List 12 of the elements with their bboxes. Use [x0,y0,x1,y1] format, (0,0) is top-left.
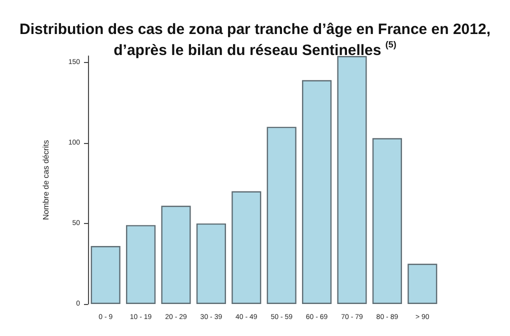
bar [266,126,296,304]
bar [372,138,402,304]
bar [232,191,262,304]
bar [408,264,438,304]
bar [337,56,367,304]
bar [90,246,120,304]
chart-title: Distribution des cas de zona par tranche d’âge en France en 2012, d’après le bilan du réseau Sentinelles (5) [20,21,490,59]
bar [126,225,156,304]
bar [196,223,226,304]
bar [302,80,332,304]
bar [161,206,191,304]
y-axis-title: Nombre de cas décrits [42,140,50,220]
